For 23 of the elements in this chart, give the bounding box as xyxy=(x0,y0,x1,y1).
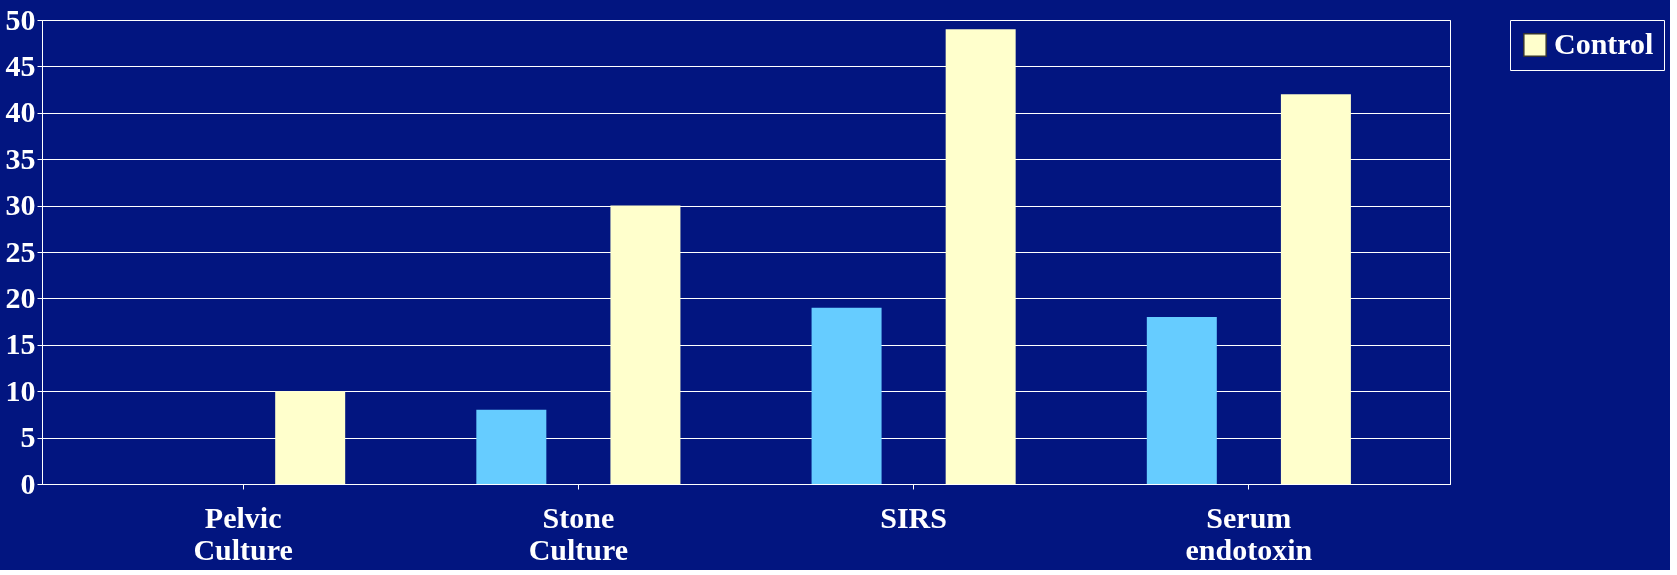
bar xyxy=(811,307,882,484)
y-tick-label: 50 xyxy=(5,2,36,36)
bar xyxy=(1146,316,1217,484)
x-tick-label: Serum endotoxin xyxy=(1185,500,1313,566)
y-tick-label: 25 xyxy=(5,234,36,268)
y-tick-label: 0 xyxy=(20,466,36,500)
y-tick-label: 5 xyxy=(20,420,36,454)
bar xyxy=(275,391,346,484)
y-tick-label: 10 xyxy=(5,373,36,407)
y-tick-label: 40 xyxy=(5,95,36,129)
y-tick-label: 15 xyxy=(5,327,36,361)
y-tick-label: 45 xyxy=(5,48,36,82)
bar xyxy=(476,409,547,484)
bar xyxy=(945,29,1016,484)
x-tick-label: Pelvic Culture xyxy=(193,500,293,566)
y-tick-label: 30 xyxy=(5,188,36,222)
x-tick-label: Stone Culture xyxy=(528,500,629,566)
y-tick-label: 20 xyxy=(5,280,36,314)
legend-label: Control xyxy=(1554,27,1654,60)
bar xyxy=(1280,94,1351,484)
x-tick-label: SIRS xyxy=(880,500,947,534)
y-tick-label: 35 xyxy=(5,141,36,175)
bar xyxy=(610,205,681,484)
